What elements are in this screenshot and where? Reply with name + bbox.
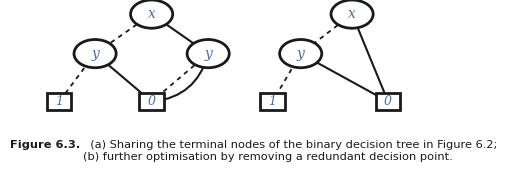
Ellipse shape	[74, 40, 116, 68]
Text: (a) Sharing the terminal nodes of the binary decision tree in Figure 6.2; (b) fu: (a) Sharing the terminal nodes of the bi…	[83, 140, 498, 162]
Text: y: y	[204, 47, 212, 61]
FancyBboxPatch shape	[47, 93, 71, 110]
Ellipse shape	[331, 0, 373, 28]
FancyBboxPatch shape	[260, 93, 285, 110]
Text: 0: 0	[384, 95, 392, 108]
Text: x: x	[348, 7, 356, 21]
FancyArrowPatch shape	[154, 56, 208, 101]
Text: x: x	[148, 7, 156, 21]
Text: 0: 0	[148, 95, 156, 108]
Ellipse shape	[187, 40, 229, 68]
Ellipse shape	[280, 40, 322, 68]
Ellipse shape	[131, 0, 173, 28]
Text: y: y	[297, 47, 305, 61]
FancyBboxPatch shape	[376, 93, 400, 110]
Text: Figure 6.3.: Figure 6.3.	[10, 140, 81, 150]
Text: y: y	[91, 47, 99, 61]
Text: 1: 1	[55, 95, 63, 108]
FancyBboxPatch shape	[139, 93, 164, 110]
Text: 1: 1	[268, 95, 277, 108]
